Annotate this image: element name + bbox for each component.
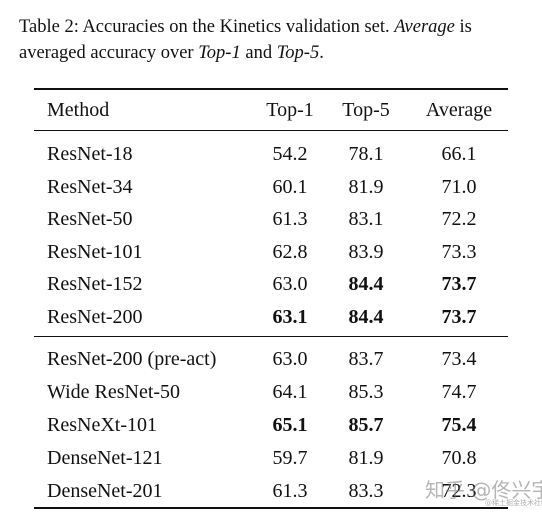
cell-method: ResNet-101 (47, 240, 143, 263)
cell-method: ResNet-200 (47, 306, 143, 328)
table-row: ResNeXt-101 65.1 85.7 75.4 (0, 409, 542, 441)
group-separator-rule (34, 336, 508, 337)
cell-average: 71.0 (441, 175, 477, 198)
cell-top5: 81.9 (348, 175, 384, 198)
cell-top5: 78.1 (348, 143, 384, 165)
cell-top5: 83.3 (348, 480, 384, 502)
cell-average: 73.7 (441, 306, 477, 328)
cell-top5: 83.1 (348, 208, 384, 231)
caption-prefix: Table 2: Accuracies on the Kinetics vali… (19, 17, 395, 37)
cell-method: Wide ResNet-50 (47, 381, 181, 403)
header-method: Method (47, 99, 110, 121)
cell-top5: 81.9 (348, 447, 384, 469)
caption-italic-average: Average (394, 17, 455, 37)
cell-top5: 84.4 (348, 306, 384, 328)
header-top1: Top-1 (266, 99, 314, 121)
watermark-main: 知乎 @佟兴宇 (425, 478, 542, 502)
cell-method: DenseNet-201 (47, 480, 163, 502)
header-row: Method Top-1 Top-5 Average (0, 94, 542, 126)
cell-method: ResNet-200 (pre-act) (47, 348, 217, 370)
cell-average: 72.2 (441, 208, 477, 231)
header-rule (34, 130, 508, 131)
cell-top1: 62.8 (272, 240, 308, 263)
header-average: Average (425, 99, 493, 121)
caption-mid-1: is averaged accuracy over (19, 17, 472, 63)
cell-method: DenseNet-121 (47, 447, 163, 469)
table-row: ResNet-18 54.2 78.1 66.1 (0, 138, 542, 170)
cell-top1: 61.3 (272, 480, 308, 502)
cell-average: 72.3 (441, 480, 477, 502)
cell-method: ResNet-34 (47, 175, 133, 198)
cell-top5: 84.4 (348, 273, 384, 296)
cell-top1: 60.1 (272, 175, 308, 198)
watermark-sub: @稀土掘金技术社区 (485, 499, 542, 507)
cell-top1: 59.7 (272, 447, 308, 469)
table-row: DenseNet-121 59.7 81.9 70.8 (0, 442, 542, 474)
table-row: ResNet-101 62.8 83.9 73.3 (0, 236, 542, 268)
cell-top5: 83.7 (348, 348, 384, 370)
caption-italic-top5: Top-5 (276, 43, 320, 63)
cell-average: 73.3 (441, 240, 477, 263)
cell-top5: 85.7 (348, 414, 384, 436)
table-row: ResNet-200 (pre-act) 63.0 83.7 73.4 (0, 343, 542, 375)
table-row: ResNet-34 60.1 81.9 71.0 (0, 171, 542, 203)
cell-top1: 54.2 (272, 143, 308, 165)
cell-average: 75.4 (441, 414, 477, 436)
cell-top5: 85.3 (348, 381, 384, 403)
table-row: ResNet-50 61.3 83.1 72.2 (0, 203, 542, 235)
caption-suffix: . (319, 43, 324, 63)
caption-italic-top1: Top-1 (198, 43, 241, 63)
table-row: ResNet-152 63.0 84.4 73.7 (0, 268, 542, 300)
cell-top1: 63.0 (272, 348, 308, 370)
cell-top1: 63.1 (272, 306, 308, 328)
cell-top5: 83.9 (348, 240, 384, 263)
cell-average: 74.7 (441, 381, 477, 403)
cell-top1: 63.0 (272, 273, 308, 296)
cell-average: 73.7 (441, 273, 477, 296)
cell-top1: 64.1 (272, 381, 308, 403)
cell-method: ResNet-152 (47, 273, 143, 296)
cell-top1: 65.1 (272, 414, 308, 436)
table-caption: Table 2: Accuracies on the Kinetics vali… (19, 14, 529, 66)
bottom-rule (34, 507, 508, 509)
cell-method: ResNet-18 (47, 143, 133, 165)
cell-average: 66.1 (441, 143, 477, 165)
cell-average: 70.8 (441, 447, 477, 469)
top-rule (34, 88, 508, 90)
caption-mid-2: and (240, 43, 277, 63)
table-row: Wide ResNet-50 64.1 85.3 74.7 (0, 376, 542, 408)
header-top5: Top-5 (342, 99, 390, 121)
table-row: DenseNet-201 61.3 83.3 72.3 (0, 475, 542, 507)
table-row: ResNet-200 63.1 84.4 73.7 (0, 301, 542, 333)
cell-method: ResNeXt-101 (47, 414, 157, 436)
cell-method: ResNet-50 (47, 208, 133, 231)
watermark: 知乎 @佟兴宇 @稀土掘金技术社区 (425, 476, 542, 507)
cell-top1: 61.3 (272, 208, 308, 231)
cell-average: 73.4 (441, 348, 477, 370)
